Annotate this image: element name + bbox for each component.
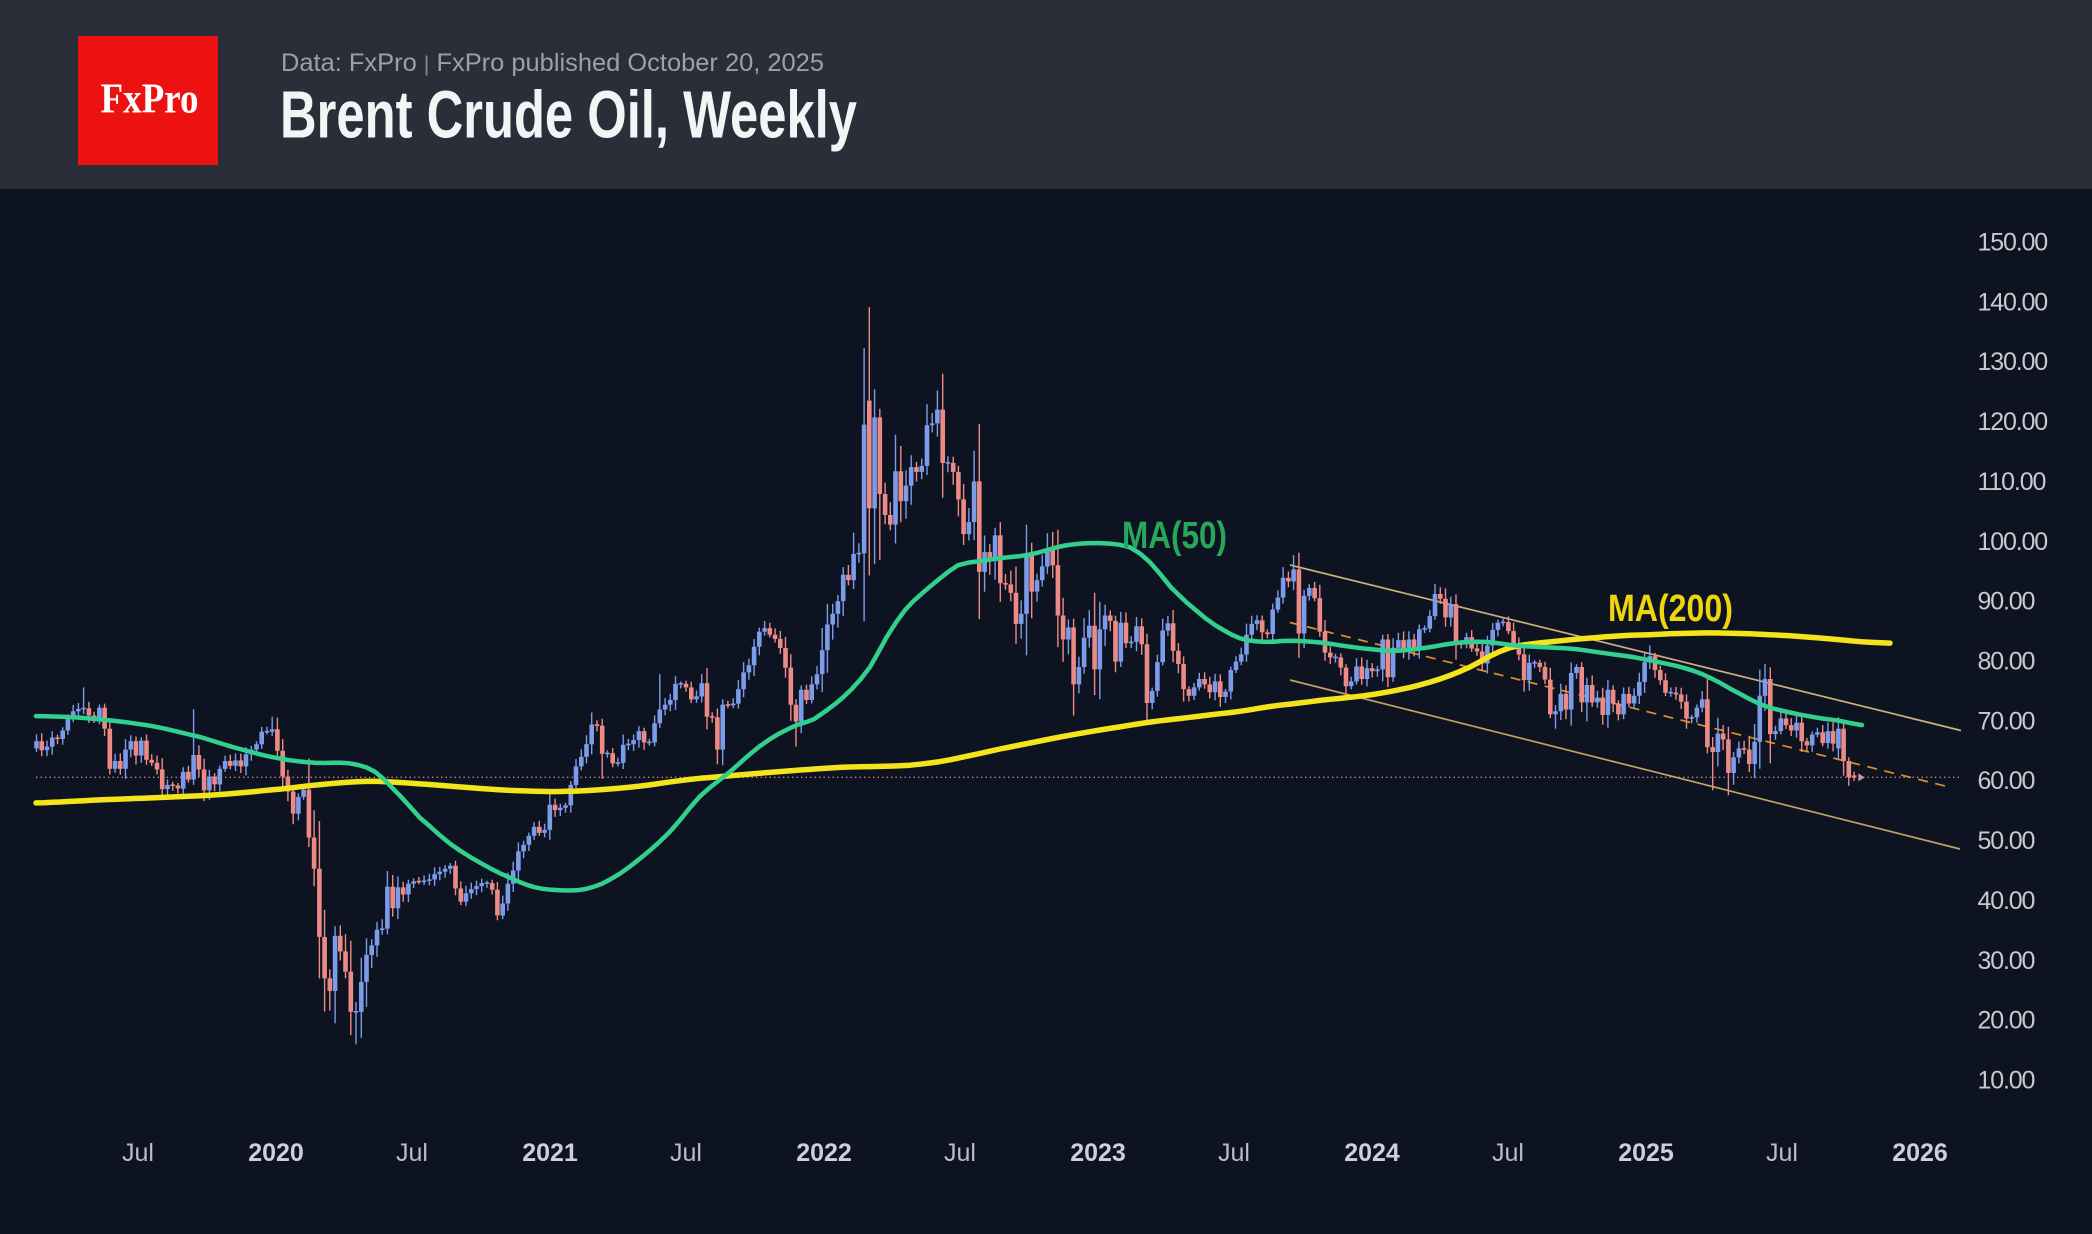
svg-text:60.00: 60.00 (1978, 767, 2035, 795)
svg-text:2022: 2022 (796, 1139, 852, 1167)
svg-text:40.00: 40.00 (1978, 887, 2035, 915)
svg-text:110.00: 110.00 (1978, 468, 2046, 496)
svg-text:30.00: 30.00 (1978, 947, 2035, 975)
svg-text:80.00: 80.00 (1978, 648, 2035, 676)
svg-text:2024: 2024 (1344, 1139, 1400, 1167)
svg-text:130.00: 130.00 (1978, 348, 2048, 376)
svg-text:2023: 2023 (1070, 1139, 1126, 1167)
svg-text:2025: 2025 (1618, 1139, 1674, 1167)
svg-text:Brent Crude Oil, Weekly: Brent Crude Oil, Weekly (280, 77, 857, 152)
svg-text:20.00: 20.00 (1978, 1007, 2035, 1035)
svg-text:Jul: Jul (1766, 1139, 1798, 1167)
svg-text:10.00: 10.00 (1978, 1067, 2035, 1095)
svg-text:Data: FxPro | FxPro published: Data: FxPro | FxPro published October 20… (281, 49, 824, 77)
svg-text:50.00: 50.00 (1978, 827, 2035, 855)
svg-text:Jul: Jul (1492, 1139, 1524, 1167)
svg-text:MA(50): MA(50) (1122, 515, 1227, 557)
svg-text:2021: 2021 (522, 1139, 578, 1167)
svg-text:150.00: 150.00 (1978, 229, 2048, 257)
svg-text:140.00: 140.00 (1978, 288, 2048, 316)
svg-text:100.00: 100.00 (1978, 528, 2048, 556)
svg-text:2020: 2020 (248, 1139, 304, 1167)
svg-text:Jul: Jul (396, 1139, 428, 1167)
svg-text:FxPro: FxPro (101, 77, 199, 123)
svg-text:2026: 2026 (1892, 1139, 1948, 1167)
svg-text:Jul: Jul (670, 1139, 702, 1167)
svg-text:Jul: Jul (1218, 1139, 1250, 1167)
svg-text:90.00: 90.00 (1978, 588, 2035, 616)
svg-text:120.00: 120.00 (1978, 408, 2048, 436)
svg-text:70.00: 70.00 (1978, 707, 2035, 735)
svg-text:MA(200): MA(200) (1608, 588, 1733, 630)
svg-text:Jul: Jul (122, 1139, 154, 1167)
svg-text:Jul: Jul (944, 1139, 976, 1167)
